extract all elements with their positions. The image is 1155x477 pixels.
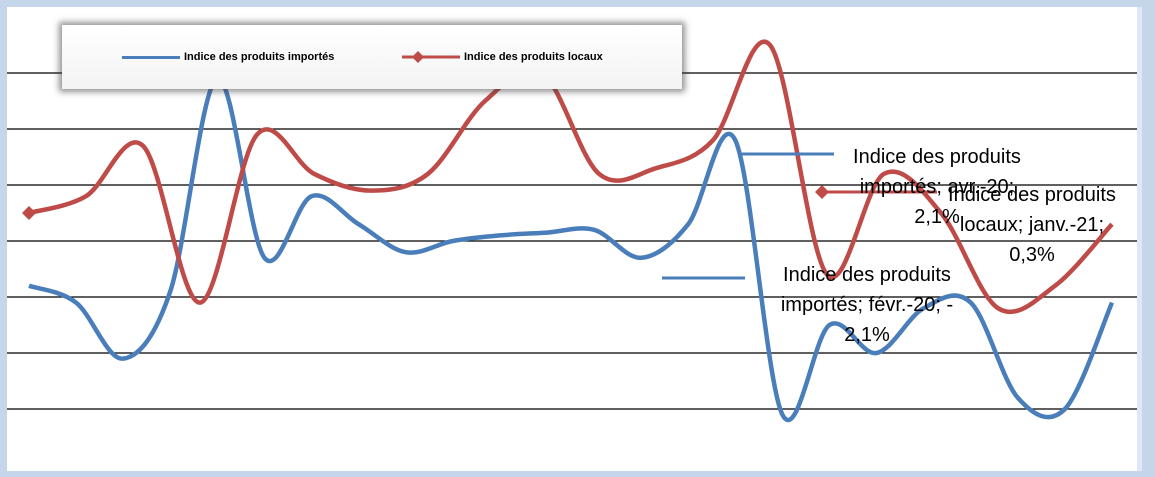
leader-local-diamond-marker: [815, 185, 829, 199]
data-label-line: importés; avr.-20;: [859, 176, 1015, 198]
legend-item-imported: Indice des produits importés: [122, 25, 334, 89]
data-label-local-jan21: Indice des produits locaux; janv.-21; 0,…: [927, 180, 1137, 270]
line-chart: [7, 39, 1137, 422]
chart-area: Indice des produits importés Indice des …: [7, 7, 1137, 471]
data-label-line: locaux; janv.-21;: [959, 214, 1105, 236]
data-label-line: importés; févr.-20; -: [780, 294, 954, 316]
data-label-imported-feb20: Indice des produits importés; févr.-20; …: [752, 260, 982, 350]
data-label-line: 2,1%: [914, 206, 960, 228]
data-label-line: Indice des produits: [853, 146, 1021, 168]
data-label-line: Indice des produits: [783, 264, 951, 286]
legend-imported-line-icon: [122, 55, 180, 59]
data-label-imported-apr20: Indice des produits importés; avr.-20; 2…: [827, 142, 1047, 232]
right-edge-strip: [1137, 7, 1142, 471]
data-label-line: 2,1%: [844, 324, 890, 346]
local-first-point-marker: [22, 206, 36, 220]
data-label-line: Indice des produits: [948, 184, 1116, 206]
legend-imported-label: Indice des produits importés: [184, 51, 335, 63]
legend-item-local: Indice des produits locaux: [402, 25, 603, 89]
series-imported-line: [28, 76, 1115, 422]
legend-local-label: Indice des produits locaux: [464, 51, 603, 63]
legend-local-diamond-icon: [402, 51, 460, 63]
data-label-line: 0,3%: [1009, 244, 1055, 266]
legend: Indice des produits importés Indice des …: [62, 25, 682, 89]
series-local-line: [28, 39, 1114, 315]
